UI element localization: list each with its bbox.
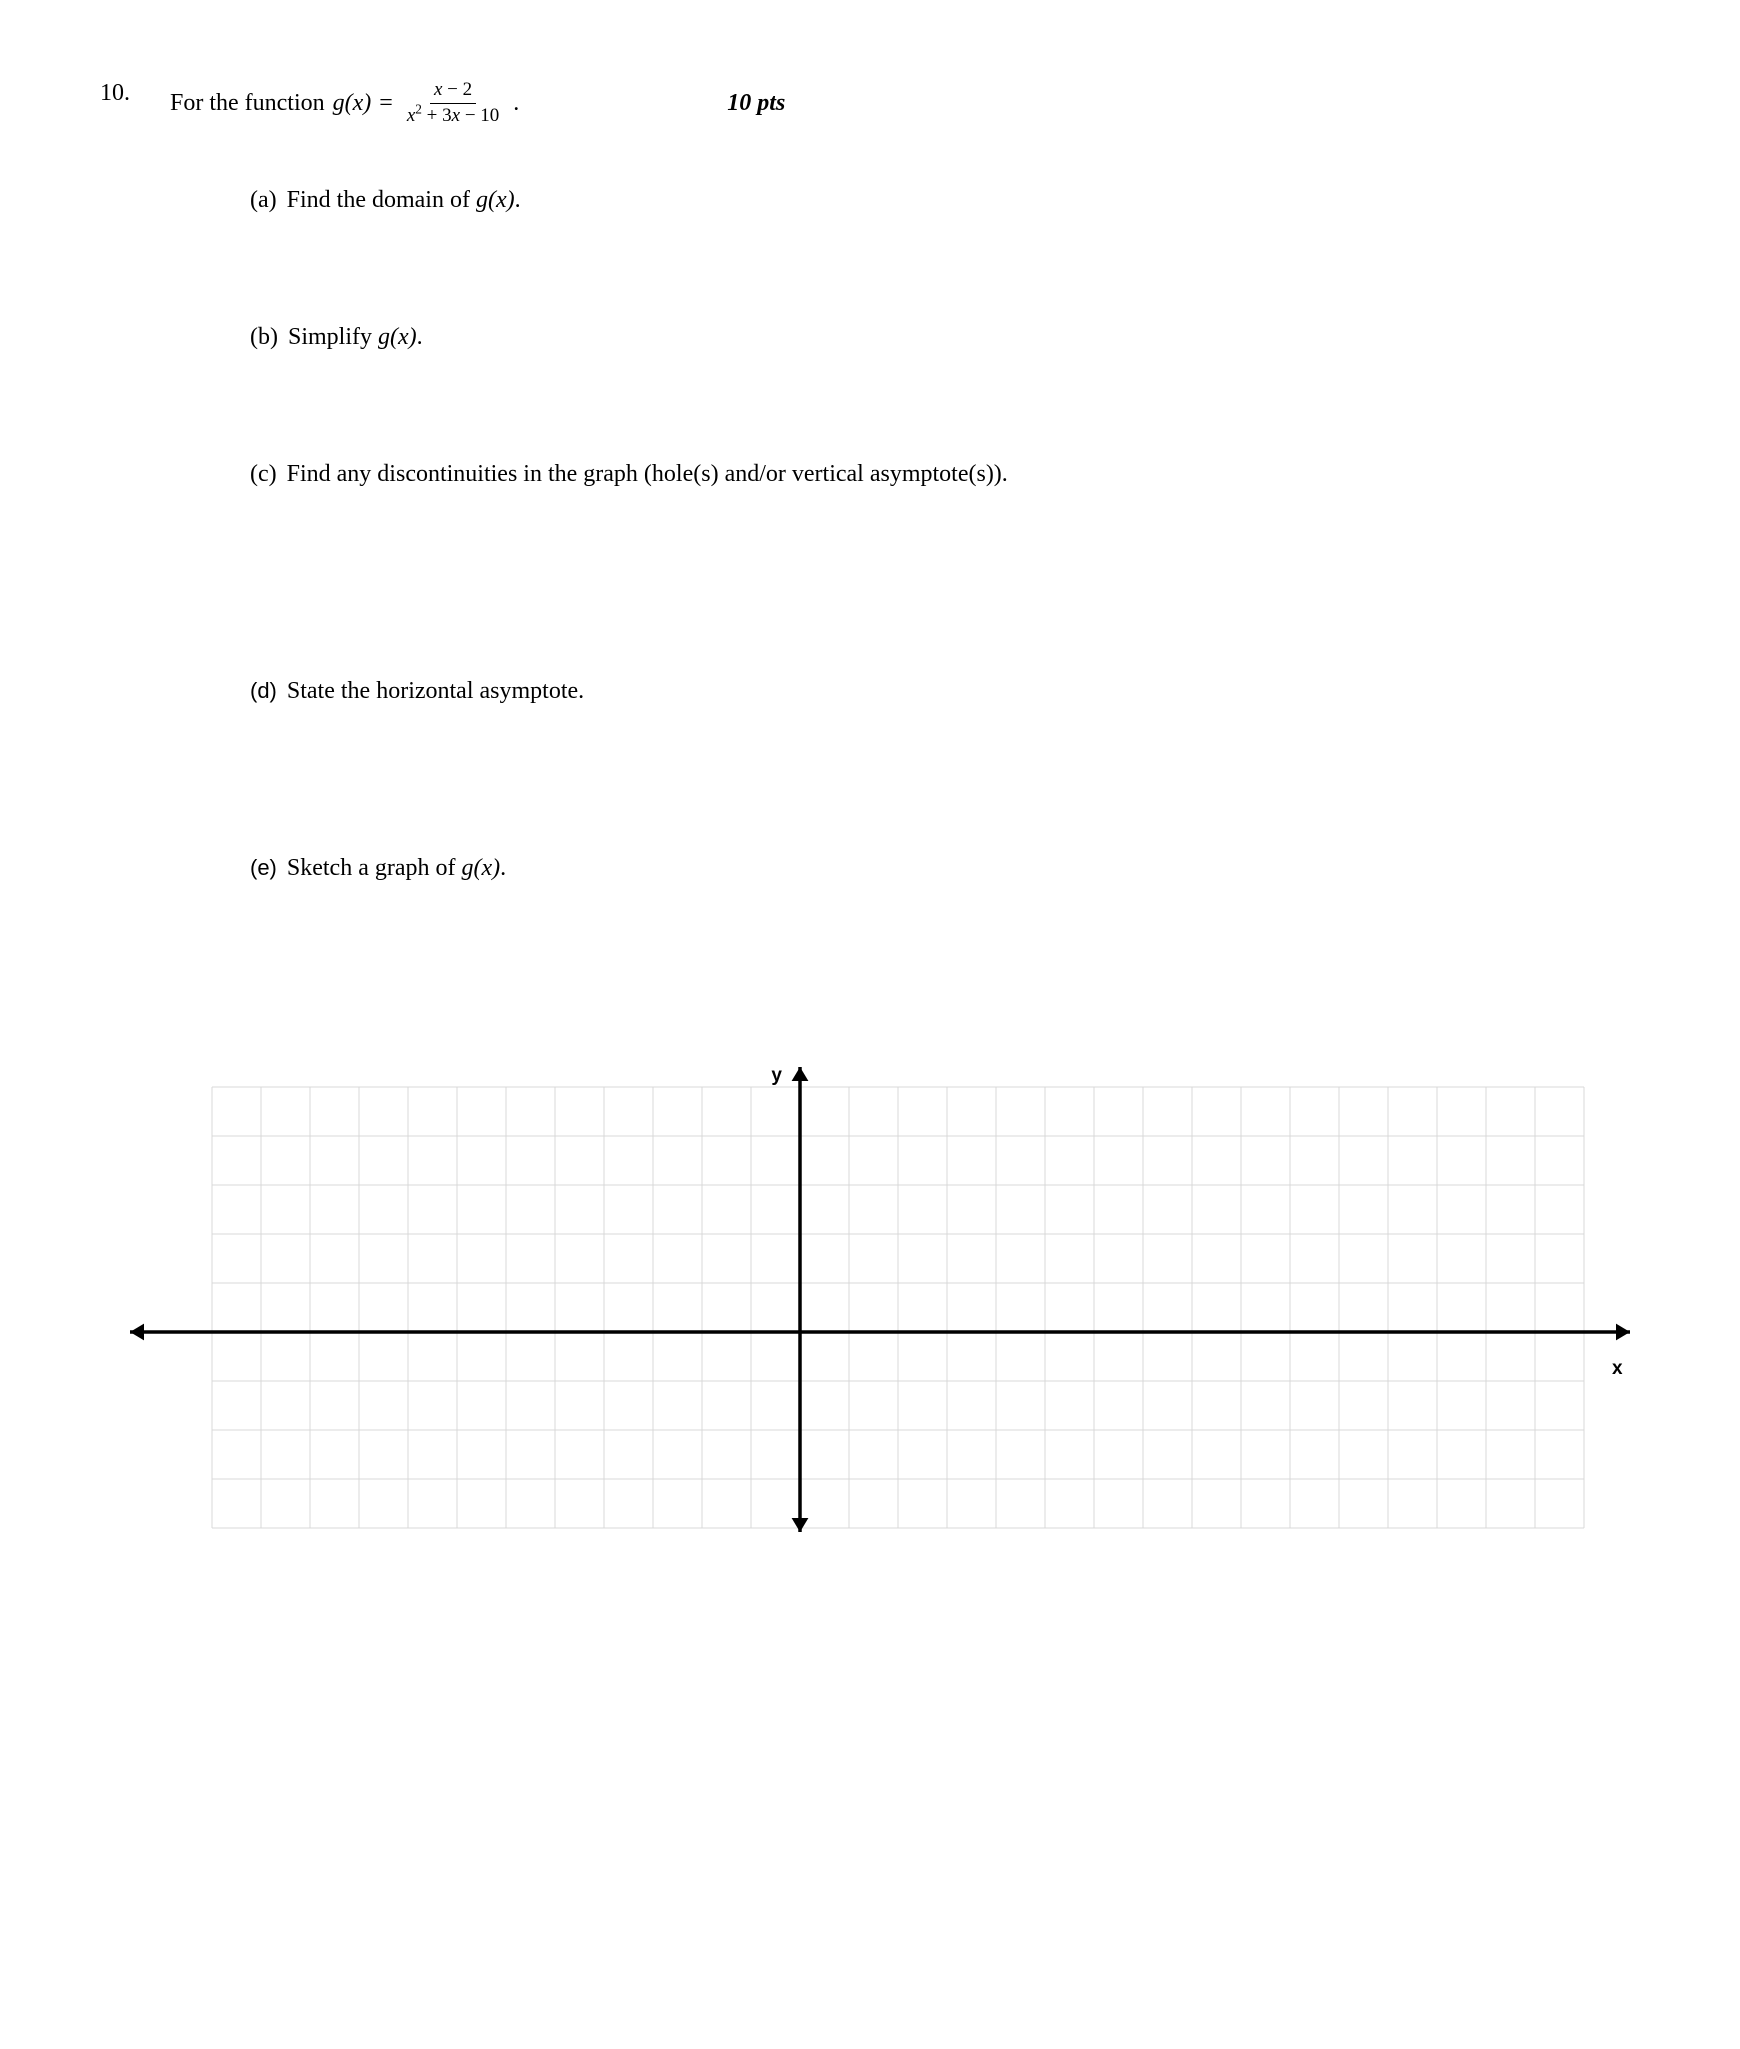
subpart-d-label: (d): [250, 678, 277, 705]
subpart-a-label: (a): [250, 187, 277, 214]
coordinate-grid: yx: [100, 1062, 1650, 1542]
subpart-a-text: Find the domain of g(x).: [287, 187, 521, 214]
subpart-a-before: Find the domain of: [287, 187, 476, 213]
subpart-b-label: (b): [250, 324, 278, 351]
problem-header: 10. For the function g(x) = x − 2 x2 + 3…: [100, 80, 1640, 127]
subpart-e-before: Sketch a graph of: [287, 855, 462, 881]
x-axis-label: x: [1612, 1358, 1623, 1379]
subpart-a-fn: g(x): [476, 187, 515, 213]
subpart-d-text: State the horizontal asymptote.: [287, 678, 584, 705]
subpart-b-text: Simplify g(x).: [288, 324, 423, 351]
subpart-a-after: .: [515, 187, 521, 213]
stem-suffix: .: [513, 90, 519, 117]
subpart-a: (a) Find the domain of g(x).: [250, 187, 1640, 214]
subpart-b: (b) Simplify g(x).: [250, 324, 1640, 351]
stem-prefix: For the function: [170, 90, 325, 117]
function-name: g(x): [333, 90, 372, 117]
problem-number: 10.: [100, 80, 170, 107]
fraction: x − 2 x2 + 3x − 10: [403, 80, 503, 127]
subparts-container: (a) Find the domain of g(x). (b) Simplif…: [100, 187, 1640, 882]
subpart-e-fn: g(x): [462, 855, 501, 881]
subpart-c-text: Find any discontinuities in the graph (h…: [287, 461, 1008, 488]
y-axis-label: y: [771, 1065, 782, 1086]
equals-sign: =: [379, 90, 393, 117]
subpart-c: (c) Find any discontinuities in the grap…: [250, 461, 1640, 488]
graph-container: yx: [100, 1062, 1640, 1542]
subpart-b-before: Simplify: [288, 324, 378, 350]
points-label: 10 pts: [727, 90, 785, 117]
problem-stem: For the function g(x) = x − 2 x2 + 3x − …: [170, 80, 785, 127]
subpart-e-after: .: [500, 855, 506, 881]
fraction-denominator: x2 + 3x − 10: [403, 104, 503, 127]
subpart-e: (e) Sketch a graph of g(x).: [250, 855, 1640, 882]
subpart-c-label: (c): [250, 461, 277, 488]
subpart-d: (d) State the horizontal asymptote.: [250, 678, 1640, 705]
subpart-b-after: .: [417, 324, 423, 350]
fraction-numerator: x − 2: [430, 80, 476, 104]
subpart-e-text: Sketch a graph of g(x).: [287, 855, 506, 882]
subpart-e-label: (e): [250, 855, 277, 882]
subpart-b-fn: g(x): [378, 324, 417, 350]
